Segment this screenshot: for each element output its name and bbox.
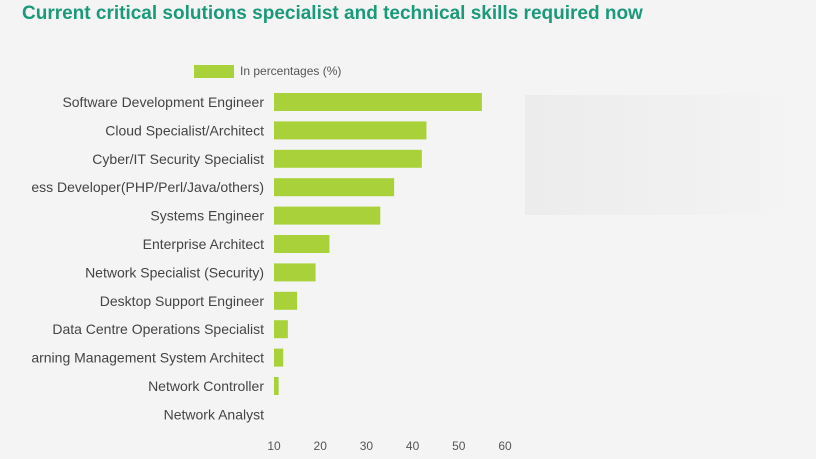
- category-label-6: Network Specialist (Security): [85, 264, 264, 280]
- x-tick-label-2: 30: [360, 439, 374, 453]
- bar-6: [274, 263, 316, 282]
- x-tick-label-1: 20: [314, 439, 328, 453]
- label-clip-mask: [0, 85, 32, 430]
- category-label-8: Data Centre Operations Specialist: [52, 321, 264, 337]
- category-label-11: Network Analyst: [164, 406, 264, 422]
- chart-title: Current critical solutions specialist an…: [22, 3, 643, 24]
- legend-label: In percentages (%): [240, 64, 342, 78]
- x-tick-label-5: 60: [498, 439, 512, 453]
- category-label-0: Software Development Engineer: [62, 94, 264, 110]
- bar-10: [274, 377, 279, 395]
- legend-swatch: [194, 64, 234, 78]
- category-label-9: Learning Management System Architect: [16, 350, 264, 366]
- category-label-3: Business Developer(PHP/Perl/Java/others): [0, 179, 264, 195]
- chart-legend: In percentages (%): [194, 64, 341, 78]
- bar-5: [274, 235, 330, 253]
- x-tick-label-3: 40: [406, 439, 420, 453]
- category-label-1: Cloud Specialist/Architect: [105, 122, 264, 138]
- faded-background-panel: [525, 95, 815, 215]
- category-label-4: Systems Engineer: [150, 208, 264, 224]
- bar-9: [274, 348, 284, 367]
- bar-1: [274, 121, 427, 140]
- category-label-5: Enterprise Architect: [143, 236, 264, 252]
- category-label-7: Desktop Support Engineer: [100, 293, 265, 309]
- bar-8: [274, 320, 288, 339]
- bar-2: [274, 149, 422, 168]
- category-label-2: Cyber/IT Security Specialist: [92, 151, 264, 167]
- bar-4: [274, 206, 381, 225]
- x-tick-label-4: 50: [452, 439, 466, 453]
- category-label-10: Network Controller: [148, 378, 264, 394]
- bar-3: [274, 178, 395, 197]
- bar-0: [274, 93, 482, 111]
- x-tick-label-0: 10: [267, 439, 281, 453]
- bar-7: [274, 291, 298, 310]
